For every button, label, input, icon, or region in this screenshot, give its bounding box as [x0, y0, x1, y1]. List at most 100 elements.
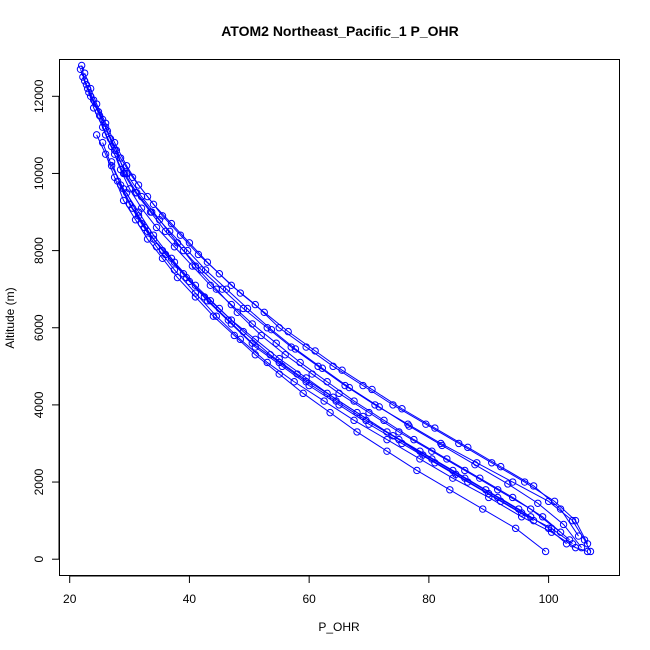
series-line — [87, 88, 570, 541]
data-point — [375, 403, 383, 411]
data-point — [350, 416, 358, 425]
data-point — [107, 162, 116, 170]
data-point — [345, 383, 353, 392]
data-point — [341, 381, 349, 390]
data-point — [155, 216, 164, 224]
y-tick-label: 6000 — [32, 314, 46, 341]
data-point — [517, 513, 526, 521]
series-line — [129, 204, 588, 552]
data-point — [215, 304, 224, 313]
data-point — [320, 397, 328, 405]
series-line — [117, 180, 531, 518]
data-point — [101, 123, 110, 131]
data-point — [291, 345, 300, 353]
data-point — [571, 543, 580, 552]
data-point — [263, 358, 271, 367]
data-point — [438, 441, 446, 450]
data-point — [559, 520, 568, 529]
series-line — [96, 134, 546, 552]
series-7 — [92, 131, 550, 556]
y-axis-label: Altitude (m) — [3, 287, 17, 348]
y-tick-label: 10000 — [32, 156, 46, 190]
data-point — [464, 443, 472, 452]
data-point — [504, 480, 512, 488]
data-point — [272, 339, 280, 347]
data-point — [275, 358, 283, 367]
data-point — [79, 73, 87, 81]
data-point — [514, 505, 523, 513]
data-point — [94, 108, 103, 116]
data-point — [428, 447, 436, 455]
data-point — [191, 281, 200, 290]
data-point — [323, 389, 331, 398]
data-point — [371, 401, 379, 409]
data-point — [404, 420, 412, 428]
data-point — [494, 486, 502, 494]
data-point — [215, 270, 224, 278]
x-tick-label: 60 — [302, 592, 316, 606]
series-layer — [76, 61, 595, 556]
data-point — [461, 474, 469, 482]
data-point — [413, 466, 421, 475]
data-point — [92, 131, 101, 139]
series-3 — [76, 65, 583, 540]
data-point — [338, 366, 346, 374]
data-point — [574, 532, 583, 540]
series-line — [126, 192, 567, 545]
x-tick-label: 20 — [63, 592, 77, 606]
data-point — [148, 208, 156, 216]
data-point — [239, 327, 248, 336]
data-point — [191, 289, 200, 297]
data-point — [206, 297, 215, 305]
data-point — [461, 466, 469, 475]
data-point — [365, 408, 373, 417]
y-axis: 0 2000 4000 6000 8000 10000 12000 — [32, 79, 60, 563]
data-point — [137, 219, 146, 228]
data-point — [449, 474, 457, 482]
data-point — [122, 162, 131, 170]
series-line — [82, 76, 582, 548]
data-point — [389, 432, 397, 440]
data-point — [152, 243, 161, 251]
data-point — [482, 486, 490, 494]
data-point — [511, 524, 520, 533]
data-point — [485, 493, 493, 502]
data-point — [222, 285, 231, 293]
data-point — [299, 389, 307, 398]
x-axis-label: P_OHR — [318, 620, 360, 634]
data-point — [82, 81, 91, 89]
data-point — [236, 289, 245, 297]
data-point — [230, 331, 239, 340]
data-point — [176, 231, 185, 239]
data-point — [449, 466, 457, 475]
data-point — [431, 424, 439, 432]
data-point — [201, 266, 210, 274]
data-point — [443, 455, 451, 463]
series-9 — [98, 138, 577, 548]
data-point — [179, 246, 188, 255]
data-point — [368, 385, 376, 394]
data-point — [534, 499, 542, 507]
data-point — [257, 331, 265, 340]
data-point — [106, 135, 115, 143]
data-point — [497, 462, 505, 471]
data-point — [263, 324, 271, 332]
data-point — [281, 351, 289, 359]
data-point — [103, 127, 112, 135]
data-point — [416, 447, 424, 455]
data-point — [293, 370, 301, 378]
data-point — [308, 370, 316, 378]
data-point — [110, 146, 119, 155]
series-5 — [79, 73, 586, 552]
y-tick-label: 8000 — [32, 237, 46, 264]
data-point — [98, 138, 107, 147]
data-point — [416, 455, 424, 463]
y-tick-label: 4000 — [32, 391, 46, 418]
data-point — [152, 223, 161, 232]
y-tick-label: 2000 — [32, 468, 46, 495]
data-point — [251, 300, 259, 309]
data-point — [583, 540, 592, 548]
data-point — [284, 327, 292, 336]
data-point — [170, 266, 179, 274]
data-point — [541, 547, 550, 556]
